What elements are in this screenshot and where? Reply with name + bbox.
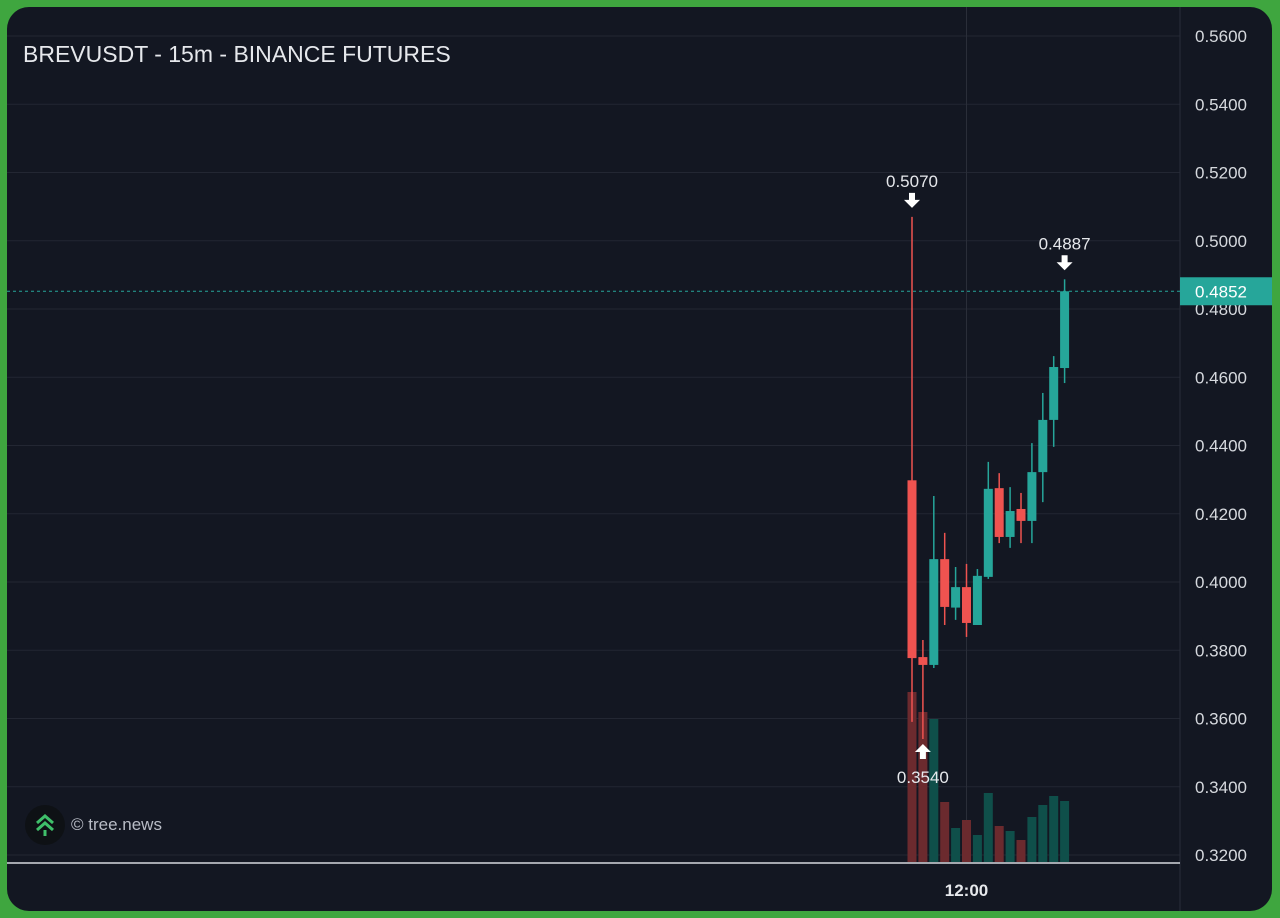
candle-body — [907, 480, 917, 659]
candle-body — [1005, 511, 1015, 537]
y-tick-label: 0.5600 — [1195, 27, 1247, 46]
y-tick-label: 0.3400 — [1195, 778, 1247, 797]
y-tick-label: 0.4600 — [1195, 368, 1247, 387]
price-annotation: 0.3540 — [897, 768, 949, 787]
price-annotation: 0.5070 — [886, 172, 938, 191]
arrow-up-icon — [914, 743, 931, 759]
candle-body — [1038, 419, 1048, 473]
volume-bar — [1049, 796, 1059, 862]
candle-body — [972, 575, 982, 625]
candle-body — [1027, 472, 1037, 521]
volume-bar — [972, 835, 982, 862]
y-tick-label: 0.5000 — [1195, 232, 1247, 251]
chart-title: BREVUSDT - 15m - BINANCE FUTURES — [23, 41, 451, 67]
y-tick-label: 0.3600 — [1195, 710, 1247, 729]
candle-body — [918, 657, 928, 665]
candle-body — [1049, 367, 1059, 420]
volume-bar — [918, 712, 928, 862]
y-tick-label: 0.3800 — [1195, 641, 1247, 660]
y-tick-label: 0.5400 — [1195, 95, 1247, 114]
volume-bar — [983, 793, 993, 862]
volume-bar — [940, 802, 950, 862]
candle-body — [951, 587, 961, 608]
y-tick-label: 0.4000 — [1195, 573, 1247, 592]
candle-body — [1060, 291, 1070, 369]
volume-bar — [1038, 805, 1048, 862]
candle-body — [929, 559, 939, 665]
chart-frame: 0.5600 0.5400 0.5200 0.5000 0.4800 0.4600 0.44… — [7, 7, 1272, 911]
volume-bar — [951, 828, 961, 862]
tree-chevrons-icon — [25, 805, 65, 845]
watermark-text: © tree.news — [71, 815, 162, 834]
volume-bar — [994, 826, 1004, 862]
last-price-label: 0.4852 — [1195, 282, 1247, 301]
candle-body — [962, 587, 971, 623]
y-tick-label: 0.3200 — [1195, 846, 1247, 865]
candle-body — [1016, 508, 1026, 521]
y-tick-label: 0.4200 — [1195, 505, 1247, 524]
candle-body — [940, 559, 950, 607]
volume-bar — [1016, 840, 1026, 862]
candle-body — [994, 488, 1004, 537]
arrow-down-icon — [1056, 255, 1073, 271]
candle-body — [983, 488, 993, 577]
volume-bar — [1027, 817, 1037, 862]
last-price-badge — [1180, 277, 1272, 306]
volume-bar — [1060, 801, 1070, 862]
y-tick-label: 0.4400 — [1195, 437, 1247, 456]
price-annotation: 0.4887 — [1039, 234, 1091, 253]
volume-bar — [907, 692, 917, 862]
volume-bar — [929, 719, 939, 862]
candlestick-chart[interactable]: 0.56000.54000.52000.50000.48000.46000.44… — [7, 7, 1272, 911]
volume-bar — [1005, 831, 1015, 862]
arrow-down-icon — [904, 192, 920, 208]
watermark: © tree.news — [25, 805, 162, 845]
y-tick-label: 0.5200 — [1195, 164, 1247, 183]
volume-bar — [962, 820, 971, 862]
x-tick-label: 12:00 — [945, 881, 988, 900]
